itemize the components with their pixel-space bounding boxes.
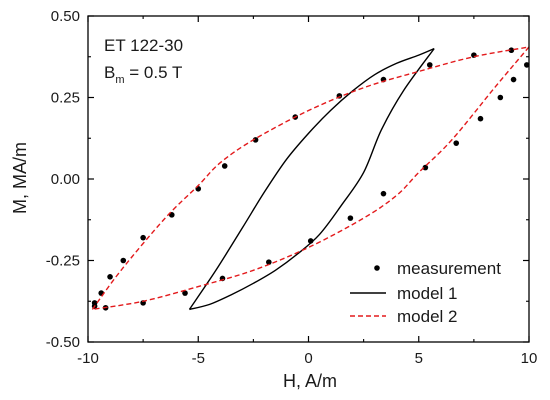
measurement-point-4	[140, 234, 146, 241]
model-2-curve-branch-0	[91, 46, 530, 310]
model-1-curve-branch-1	[189, 48, 435, 311]
measurement-point-22	[347, 215, 354, 221]
y-tick-label-0: -0.50	[46, 334, 80, 351]
x-tick-label-1: -5	[192, 350, 205, 367]
measurement-point-18	[477, 115, 484, 122]
x-tick-label-0: -10	[77, 350, 99, 367]
measurement-point-7	[221, 163, 228, 169]
measurement-point-15	[523, 62, 530, 68]
annotation-line-1: ET 122-30	[104, 36, 183, 55]
annotation-b: B	[104, 63, 115, 82]
y-tick-label-3: 0.25	[51, 90, 80, 107]
measurement-point-20	[422, 164, 429, 171]
legend-label-model-1: model 1	[397, 284, 457, 303]
annotation-line-2: Bm = 0.5 T	[104, 63, 182, 86]
legend-label-model-2: model 2	[397, 307, 457, 326]
legend-marker-measurement	[374, 265, 380, 271]
x-tick-label-3: 5	[415, 350, 423, 367]
measurement-point-13	[471, 52, 477, 58]
y-tick-label-2: 0.00	[51, 171, 80, 188]
annotation-rest: = 0.5 T	[125, 63, 183, 82]
measurement-point-12	[426, 62, 433, 68]
y-tick-label-4: 0.50	[51, 8, 80, 25]
x-tick-label-4: 10	[521, 350, 538, 367]
measurement-point-16	[510, 76, 517, 83]
measurement-point-8	[252, 137, 259, 143]
x-axis-label: H, A/m	[283, 371, 337, 391]
legend: measurement model 1 model 2	[350, 259, 501, 326]
x-tick-label-2: 0	[304, 350, 312, 367]
annotation-sub: m	[115, 74, 124, 86]
measurement-point-19	[453, 140, 460, 146]
measurement-point-3	[120, 257, 127, 264]
model-2-curve-branch-1	[92, 46, 530, 311]
legend-label-measurement: measurement	[397, 259, 501, 278]
measurement-point-2	[107, 274, 113, 280]
measurement-point-17	[497, 94, 504, 101]
y-tick-label-1: -0.25	[46, 253, 80, 270]
y-axis-label: M, MA/m	[10, 142, 30, 214]
measurement-point-24	[266, 259, 272, 265]
model-1-curve-branch-0	[188, 47, 435, 310]
plot-annotation: ET 122-30 Bm = 0.5 T	[104, 36, 183, 86]
measurement-point-14	[508, 47, 515, 54]
measurement-point-21	[380, 190, 387, 197]
measurement-point-26	[182, 290, 188, 296]
